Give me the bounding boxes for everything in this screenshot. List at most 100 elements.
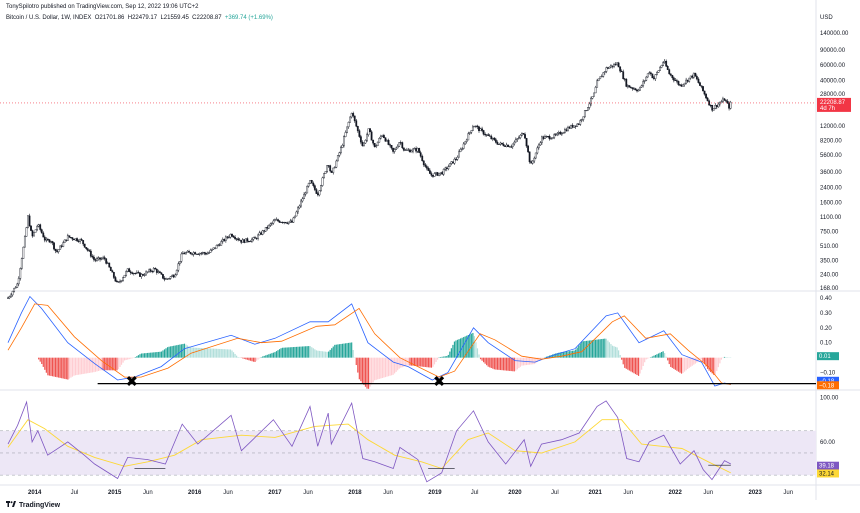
macd-histogram-bar xyxy=(237,356,239,358)
candle-body xyxy=(576,123,579,127)
macd-histogram-bar xyxy=(467,335,469,358)
candle-body xyxy=(116,280,118,282)
time-tick-label: Jun xyxy=(623,490,633,496)
candle-body xyxy=(208,252,210,254)
candle-body xyxy=(57,249,60,252)
candle-body xyxy=(341,145,344,148)
candle-body xyxy=(677,81,680,85)
macd-histogram-bar xyxy=(317,350,319,358)
macd-histogram-bar xyxy=(360,357,362,382)
candle-body xyxy=(657,70,660,73)
macd-histogram-bar xyxy=(395,357,397,372)
macd-histogram-bar xyxy=(231,350,233,358)
candle-body xyxy=(280,221,282,223)
candle-body xyxy=(217,244,220,246)
macd-histogram-bar xyxy=(628,357,630,371)
candle-body xyxy=(634,88,637,91)
candle-body xyxy=(194,252,197,255)
candle-body xyxy=(56,250,58,252)
last-price-label: 22208.87 xyxy=(820,100,846,106)
macd-histogram-bar xyxy=(506,357,508,371)
candle-body xyxy=(548,136,551,140)
macd-histogram-bar xyxy=(202,348,204,358)
macd-histogram-bar xyxy=(182,343,184,358)
macd-histogram-bar xyxy=(200,347,202,358)
rsi-ma-line xyxy=(7,419,731,474)
macd-histogram-bar xyxy=(255,357,258,361)
macd-histogram-bar xyxy=(174,345,176,358)
macd-histogram-bar xyxy=(309,346,311,358)
macd-histogram-bar xyxy=(449,351,451,358)
high-value: H22479.17 xyxy=(127,15,158,21)
macd-histogram-bar xyxy=(289,347,291,358)
macd-histogram-bar xyxy=(424,357,426,368)
candle-body xyxy=(336,155,339,162)
candle-body xyxy=(206,253,209,255)
candle-body xyxy=(42,232,45,238)
candle-body xyxy=(488,135,491,137)
macd-histogram-bar xyxy=(142,353,144,358)
candle-body xyxy=(712,108,715,111)
candle-body xyxy=(123,274,126,278)
macd-histogram-bar xyxy=(624,357,626,368)
candle-body xyxy=(685,79,688,84)
macd-histogram-bar xyxy=(708,357,710,371)
macd-histogram-bar xyxy=(664,353,666,358)
candle-body xyxy=(241,239,244,243)
candle-body xyxy=(68,235,71,238)
macd-value-label: −0.18 xyxy=(819,383,835,389)
candle-body xyxy=(706,97,709,102)
candle-body xyxy=(464,141,467,145)
candle-body xyxy=(198,252,201,255)
macd-histogram-bar xyxy=(530,357,532,365)
candle-body xyxy=(728,102,730,109)
macd-histogram-bar xyxy=(295,346,298,358)
macd-histogram-bar xyxy=(587,340,589,358)
candle-body xyxy=(135,272,138,274)
candle-body xyxy=(59,245,62,250)
candle-body xyxy=(682,84,684,87)
macd-histogram-bar xyxy=(716,357,718,371)
candle-body xyxy=(531,160,534,164)
price-tick-label: 8200.00 xyxy=(820,139,842,145)
macd-histogram-bar xyxy=(128,357,130,360)
candle-body xyxy=(665,61,668,67)
candle-body xyxy=(63,239,66,243)
candle-body xyxy=(37,224,40,227)
candle-body xyxy=(240,240,243,243)
candle-body xyxy=(97,257,100,259)
macd-histogram-bar xyxy=(433,357,436,365)
macd-histogram-bar xyxy=(671,357,673,368)
candle-body xyxy=(646,73,649,78)
macd-histogram-bar xyxy=(323,351,325,358)
macd-histogram-bar xyxy=(84,357,86,374)
macd-histogram-bar xyxy=(301,346,304,358)
candle-body xyxy=(376,141,379,146)
candle-body xyxy=(347,122,350,128)
candle-body xyxy=(39,224,42,230)
macd-histogram-bar xyxy=(248,357,250,361)
candle-body xyxy=(588,103,591,108)
macd-histogram-bar xyxy=(622,357,624,365)
macd-histogram-bar xyxy=(398,357,400,369)
candle-body xyxy=(513,141,516,145)
candle-body xyxy=(290,220,293,223)
candle-body xyxy=(79,239,82,242)
candle-body xyxy=(31,230,34,237)
macd-histogram-bar xyxy=(575,349,577,358)
candle-body xyxy=(541,136,543,143)
macd-histogram-bar xyxy=(153,352,155,358)
macd-histogram-bar xyxy=(312,348,314,358)
candle-body xyxy=(568,126,571,129)
macd-histogram-bar xyxy=(216,348,218,358)
macd-histogram-bar xyxy=(662,351,664,358)
macd-histogram-bar xyxy=(332,346,334,358)
candle-body xyxy=(106,262,109,264)
macd-value-badge xyxy=(817,352,839,361)
macd-histogram-bar xyxy=(397,357,399,371)
macd-histogram-bar xyxy=(565,351,568,358)
macd-histogram-bar xyxy=(493,357,495,370)
candle-body xyxy=(700,85,703,87)
candle-body xyxy=(554,134,557,136)
